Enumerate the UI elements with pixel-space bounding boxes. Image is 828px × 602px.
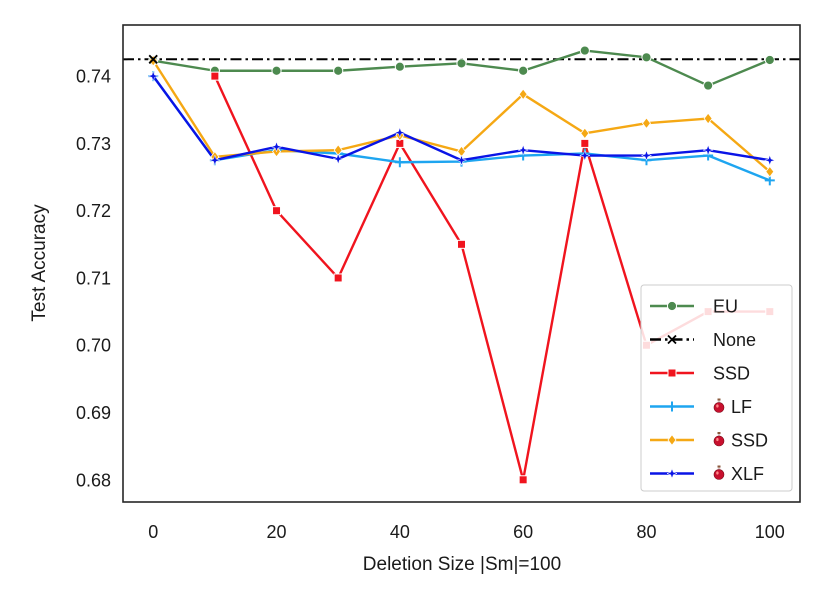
- x-tick-label: 60: [513, 522, 533, 542]
- y-tick-label: 0.70: [76, 336, 111, 356]
- legend-marker-none: [667, 334, 677, 345]
- data-point-potion-ssd: [765, 165, 775, 178]
- data-point-eu: [703, 80, 714, 91]
- legend-item-ssd: SSD: [650, 364, 750, 384]
- data-point-potion-xlf: [517, 144, 529, 156]
- y-tick-label: 0.73: [76, 134, 111, 154]
- data-point-ssd: [333, 273, 343, 283]
- legend-item-potion-xlf: XLF: [650, 464, 764, 484]
- y-axis: 0.68 0.69 0.70 0.71 0.72 0.73 0.74: [76, 67, 111, 491]
- x-axis-label: Deletion Size |Sm|=100: [363, 554, 561, 575]
- data-point-ssd: [580, 138, 590, 148]
- x-tick-label: 40: [390, 522, 410, 542]
- y-tick-label: 0.71: [76, 268, 111, 288]
- data-point-eu: [271, 65, 282, 76]
- data-point-eu: [518, 65, 529, 76]
- data-point-ssd: [272, 206, 282, 216]
- series-markers: [147, 45, 776, 485]
- data-point-potion-xlf: [702, 144, 714, 156]
- legend-item-eu: EU: [650, 297, 738, 317]
- data-point-eu: [764, 54, 775, 66]
- y-tick-label: 0.68: [76, 470, 111, 490]
- data-point-ssd: [210, 71, 220, 81]
- data-point-eu: [456, 58, 467, 69]
- legend-label: SSD: [731, 431, 768, 451]
- legend-label: None: [713, 330, 756, 350]
- legend-label: LF: [731, 397, 752, 417]
- data-point-potion-ssd: [580, 127, 590, 140]
- y-tick-label: 0.74: [76, 67, 111, 87]
- data-point-eu: [641, 52, 652, 63]
- legend-marker-ssd: [667, 368, 677, 378]
- y-axis-label: Test Accuracy: [29, 204, 50, 322]
- x-tick-label: 0: [148, 522, 158, 542]
- data-point-potion-xlf: [270, 140, 283, 153]
- data-point-ssd: [457, 239, 466, 249]
- data-point-potion-xlf: [394, 126, 406, 139]
- y-tick-label: 0.69: [76, 403, 111, 423]
- data-point-none: [148, 54, 158, 64]
- legend-marker-potion-lf: [667, 401, 677, 412]
- legend-item-potion-ssd: SSD: [650, 431, 768, 451]
- data-point-potion-xlf: [579, 149, 591, 162]
- legend-label: EU: [713, 297, 738, 317]
- data-point-eu: [394, 61, 405, 72]
- y-tick-label: 0.72: [76, 201, 111, 221]
- legend-marker-potion-xlf: [666, 467, 678, 480]
- legend-label: XLF: [731, 464, 764, 484]
- plot-frame: [122, 24, 801, 503]
- legend-marker-eu: [666, 300, 678, 312]
- legend-item-potion-lf: LF: [650, 397, 752, 417]
- data-point-potion-lf: [394, 157, 405, 168]
- data-point-potion-xlf: [209, 154, 221, 167]
- x-axis: 0 20 40 60 80 100: [148, 522, 785, 542]
- data-point-potion-xlf: [640, 149, 653, 162]
- x-tick-label: 100: [755, 522, 785, 542]
- data-point-potion-xlf: [332, 153, 344, 165]
- x-tick-label: 80: [636, 522, 656, 542]
- data-point-potion-ssd: [703, 112, 713, 125]
- x-tick-label: 20: [267, 522, 287, 542]
- data-point-potion-ssd: [641, 117, 651, 130]
- legend: EU None SSD LF SSD XLF: [640, 284, 793, 492]
- data-point-potion-ssd: [148, 54, 158, 67]
- legend-label: SSD: [713, 364, 750, 384]
- data-point-potion-ssd: [518, 88, 528, 101]
- data-point-potion-xlf: [455, 154, 468, 167]
- legend-item-none: None: [650, 330, 756, 350]
- data-point-ssd: [518, 475, 528, 485]
- data-point-eu: [333, 65, 344, 76]
- data-point-potion-xlf: [147, 70, 159, 82]
- data-point-eu: [579, 45, 590, 56]
- legend-marker-potion-ssd: [667, 434, 677, 446]
- data-point-potion-xlf: [764, 154, 776, 167]
